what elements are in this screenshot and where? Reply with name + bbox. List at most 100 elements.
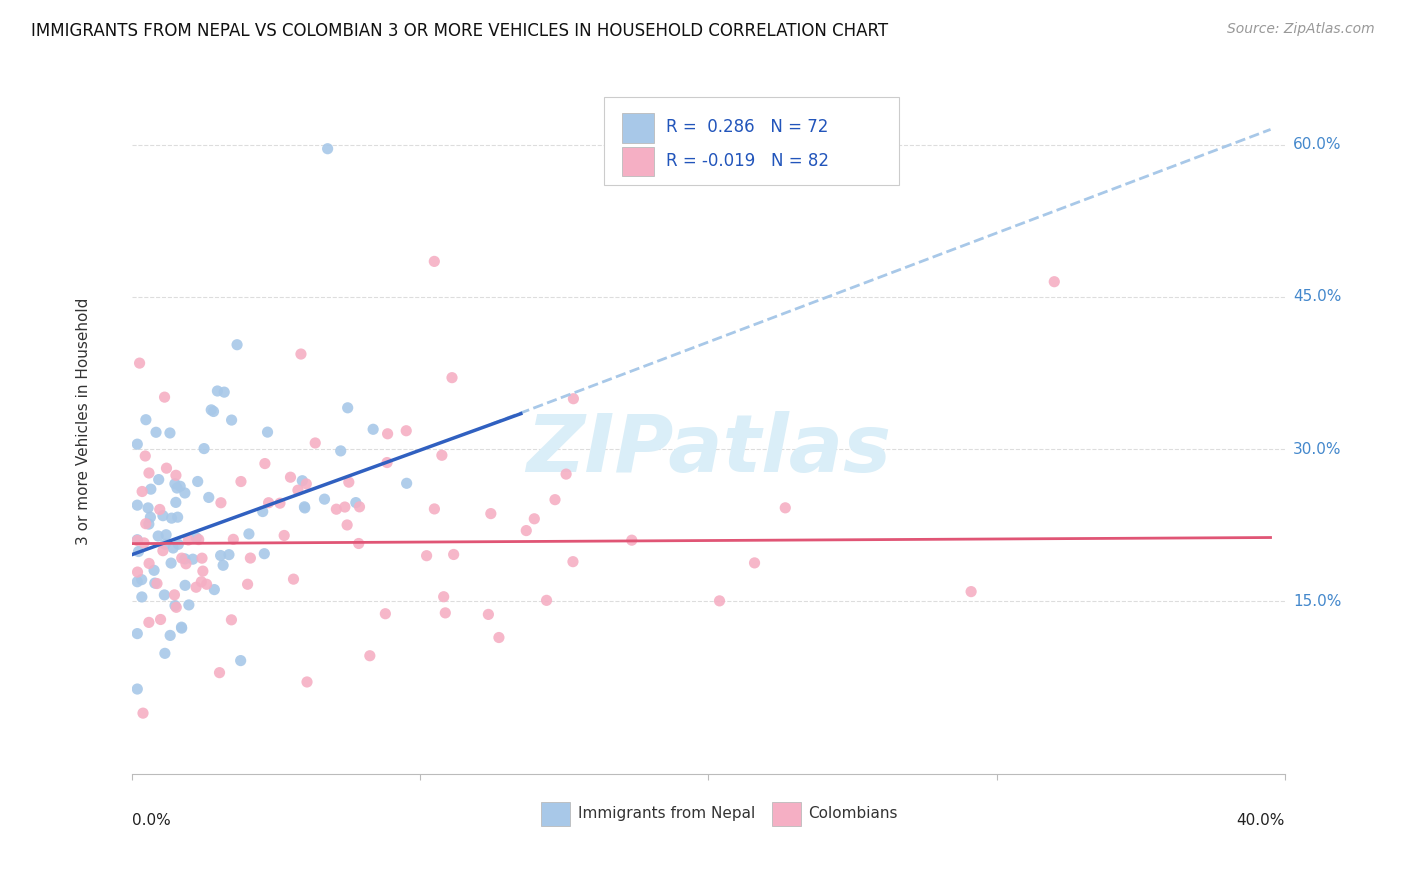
Point	[337, 475, 360, 490]
Point	[153, 390, 176, 404]
Point	[132, 706, 155, 720]
Point	[257, 496, 280, 510]
Point	[336, 401, 359, 415]
Point	[131, 484, 153, 499]
Point	[375, 456, 398, 470]
Point	[207, 384, 229, 398]
Point	[127, 574, 149, 589]
Point	[287, 483, 309, 498]
Point	[283, 572, 305, 586]
Text: 40.0%: 40.0%	[1237, 813, 1285, 828]
Point	[149, 612, 172, 626]
Point	[236, 577, 259, 591]
Point	[291, 474, 314, 488]
Point	[423, 254, 446, 268]
Point	[295, 477, 318, 491]
Point	[193, 442, 215, 456]
Point	[186, 531, 208, 545]
Point	[344, 495, 367, 509]
Point	[197, 491, 219, 505]
Point	[477, 607, 499, 622]
Point	[135, 516, 157, 531]
Text: IMMIGRANTS FROM NEPAL VS COLOMBIAN 3 OR MORE VEHICLES IN HOUSEHOLD CORRELATION C: IMMIGRANTS FROM NEPAL VS COLOMBIAN 3 OR …	[31, 22, 889, 40]
Point	[127, 437, 149, 451]
Point	[434, 606, 457, 620]
Point	[190, 574, 212, 589]
Point	[134, 449, 156, 463]
Point	[138, 615, 160, 630]
Point	[202, 404, 225, 418]
Point	[128, 544, 150, 558]
Point	[177, 533, 200, 547]
Text: 0.0%: 0.0%	[132, 813, 170, 828]
Point	[155, 461, 177, 475]
Point	[170, 621, 193, 635]
Point	[377, 426, 399, 441]
Point	[146, 576, 169, 591]
Point	[253, 457, 276, 471]
Point	[333, 500, 356, 514]
Point	[187, 475, 209, 489]
Point	[290, 347, 312, 361]
Point	[208, 665, 231, 680]
Point	[430, 448, 453, 462]
Point	[200, 402, 222, 417]
Point	[209, 549, 232, 563]
Point	[177, 598, 200, 612]
Point	[148, 473, 170, 487]
Point	[374, 607, 396, 621]
Point	[229, 654, 252, 668]
Point	[127, 565, 149, 579]
Text: R =  0.286   N = 72: R = 0.286 N = 72	[665, 118, 828, 136]
Point	[145, 425, 167, 440]
Point	[256, 425, 278, 439]
Point	[316, 142, 339, 156]
Point	[433, 590, 456, 604]
Point	[143, 563, 166, 577]
Point	[359, 648, 381, 663]
Text: 45.0%: 45.0%	[1294, 289, 1341, 304]
Point	[515, 524, 537, 538]
Point	[127, 498, 149, 512]
Point	[166, 481, 188, 495]
Point	[165, 468, 187, 483]
Point	[295, 675, 318, 690]
Point	[153, 537, 176, 551]
Point	[170, 620, 193, 634]
Point	[395, 476, 418, 491]
Point	[187, 533, 209, 547]
Point	[238, 527, 260, 541]
Point	[165, 600, 187, 615]
Point	[166, 510, 188, 524]
Point	[127, 681, 149, 696]
Point	[127, 533, 149, 547]
Point	[395, 424, 418, 438]
Point	[159, 425, 181, 440]
Text: 15.0%: 15.0%	[1294, 594, 1341, 609]
Point	[136, 500, 159, 515]
Point	[160, 511, 183, 525]
Point	[184, 580, 207, 594]
Text: ZIPatlas: ZIPatlas	[526, 410, 891, 489]
Point	[160, 556, 183, 570]
Point	[347, 536, 370, 550]
Point	[252, 504, 274, 518]
Point	[329, 443, 352, 458]
Point	[536, 593, 558, 607]
Point	[127, 626, 149, 640]
Point	[562, 392, 585, 406]
Text: R = -0.019   N = 82: R = -0.019 N = 82	[665, 152, 828, 170]
Point	[479, 507, 502, 521]
Point	[149, 502, 172, 516]
FancyBboxPatch shape	[621, 147, 654, 177]
Point	[562, 555, 585, 569]
Point	[443, 548, 465, 562]
Point	[273, 528, 295, 542]
Point	[440, 370, 463, 384]
Point	[415, 549, 437, 563]
Point	[555, 467, 578, 481]
Point	[544, 492, 567, 507]
Point	[195, 577, 218, 591]
Point	[173, 486, 195, 500]
Point	[325, 502, 347, 516]
